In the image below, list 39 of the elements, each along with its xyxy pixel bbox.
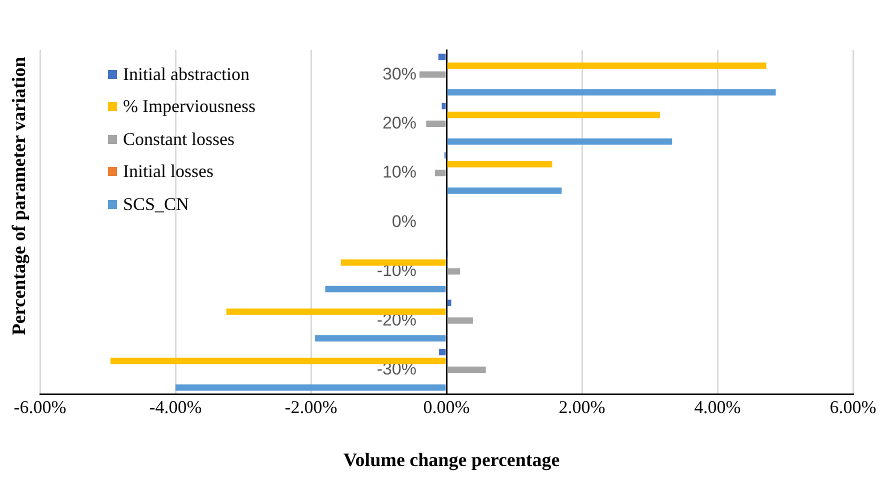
bar [447, 160, 552, 168]
bar [442, 102, 446, 110]
x-tick-label: -2.00% [284, 396, 338, 417]
y-axis-title: Percentage of parameter variation [9, 56, 31, 338]
x-tick-label: 0.00% [423, 396, 470, 417]
bar [447, 188, 562, 194]
legend-label: SCS_CN [123, 194, 190, 215]
legend-label: Constant losses [123, 128, 235, 150]
y-tick-label: 0% [392, 212, 416, 231]
bar [447, 62, 766, 69]
bar [447, 89, 776, 96]
y-tick-label: 30% [382, 64, 416, 84]
x-axis-title: Volume change percentage [342, 450, 561, 472]
x-tick-label: 2.00% [558, 396, 606, 417]
legend-label: Initial losses [123, 161, 214, 182]
x-tick-label: -4.00% [149, 396, 202, 417]
bar [226, 308, 446, 315]
bar [438, 54, 446, 60]
bar [110, 358, 446, 364]
bar [447, 268, 460, 275]
legend-label: Initial abstraction [123, 64, 250, 85]
bar [447, 112, 660, 118]
bar [426, 120, 446, 127]
bar [447, 317, 473, 324]
bar [340, 259, 446, 266]
bar [176, 384, 446, 391]
bar [325, 286, 446, 292]
bar [434, 170, 446, 176]
bar [315, 335, 446, 342]
legend-label: % Imperviousness [123, 96, 256, 118]
bar [419, 71, 446, 78]
bar [447, 366, 486, 373]
x-tick-label: 4.00% [694, 396, 741, 417]
y-tick-label: 20% [382, 113, 416, 132]
y-tick-label: 10% [382, 162, 416, 182]
bar [447, 138, 672, 145]
x-tick-label: -6.00% [14, 396, 66, 417]
bar [439, 348, 446, 356]
x-tick-label: 6.00% [830, 396, 876, 417]
